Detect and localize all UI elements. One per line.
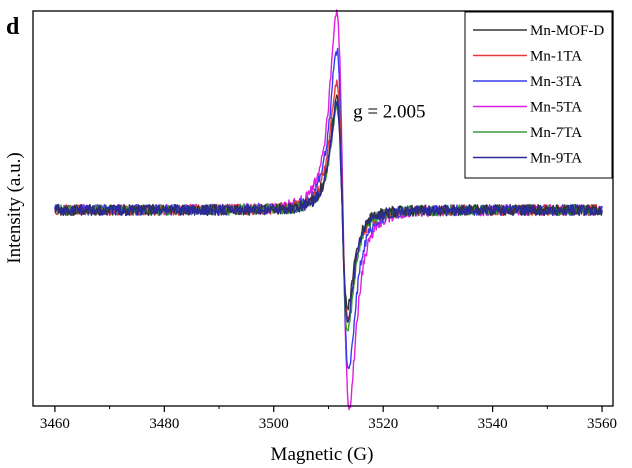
x-axis-title: Magnetic (G) [271, 444, 374, 465]
legend-label: Mn-1TA [530, 49, 582, 65]
legend-items: Mn-MOF-D Mn-1TA Mn-3TA Mn-5TA Mn-7TA Mn-9TA [473, 23, 604, 167]
legend-label: Mn-3TA [530, 74, 582, 90]
x-tick-label: 3500 [259, 416, 289, 432]
series-line-mn-9ta [54, 100, 603, 323]
series-layer [54, 9, 603, 411]
legend-label: Mn-MOF-D [530, 23, 604, 39]
legend: Mn-MOF-D Mn-1TA Mn-3TA Mn-5TA Mn-7TA Mn-9TA [464, 11, 613, 179]
y-axis-title: Intensity (a.u.) [4, 152, 25, 263]
x-tick-label: 3480 [149, 416, 179, 432]
legend-label: Mn-9TA [530, 151, 582, 167]
plot-frame [32, 10, 614, 407]
x-tick-label: 3520 [368, 416, 398, 432]
legend-label: Mn-5TA [530, 100, 582, 116]
g-value-annotation: g = 2.005 [353, 101, 425, 122]
x-tick-label: 3540 [478, 416, 508, 432]
legend-label: Mn-7TA [530, 125, 582, 141]
legend-box [464, 11, 613, 179]
x-axis: 3460 3480 3500 3520 3540 3560 [40, 406, 617, 432]
x-tick-label: 3560 [587, 416, 617, 432]
panel-label: d [6, 14, 20, 40]
x-tick-label: 3460 [40, 416, 70, 432]
